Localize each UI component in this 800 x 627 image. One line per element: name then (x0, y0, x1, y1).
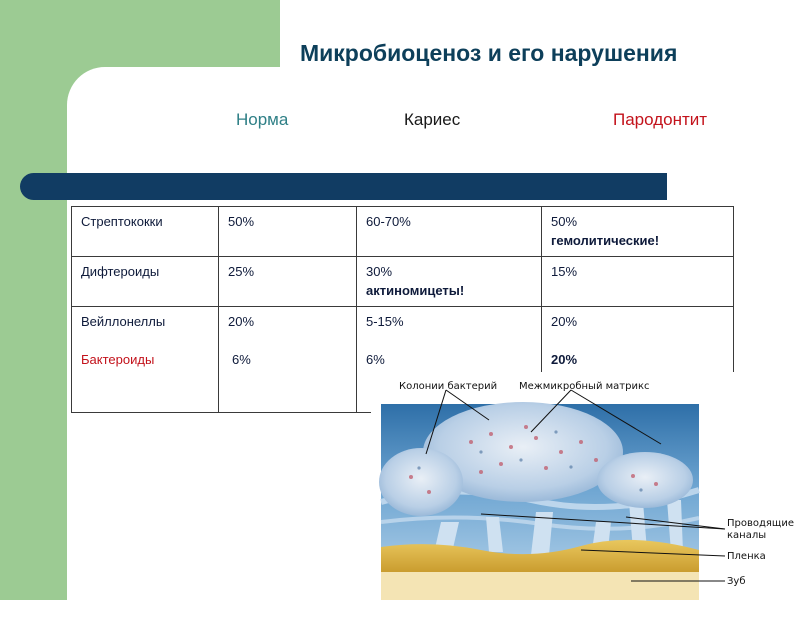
cell-norm: 25% (218, 256, 357, 307)
label-channels-2: каналы (727, 530, 766, 541)
label-matrix: Межмикробный матрикс (519, 381, 650, 392)
bacteria-colony (597, 452, 693, 508)
column-header-caries: Кариес (404, 110, 461, 129)
row-name: Вейллонеллы Бактероиды (71, 306, 219, 413)
biofilm-cross-section (379, 402, 700, 600)
column-header-norm: Норма (236, 110, 289, 129)
biofilm-diagram: Колонии бактерий Межмикробный матрикс Пр… (371, 372, 800, 600)
cell-caries: 30% актиномицеты! (356, 256, 542, 307)
column-header-periodontitis: Пародонтит (613, 110, 708, 129)
cell-note: гемолитические! (551, 233, 660, 248)
bacteria-colony (379, 448, 463, 516)
cell-value: 30% (366, 264, 393, 279)
label-colonies: Колонии бактерий (399, 381, 497, 392)
label-film: Пленка (727, 551, 766, 562)
tooth-surface (381, 572, 699, 600)
cell-periodontitis: 15% (541, 256, 734, 307)
cell-value: 50% (551, 214, 578, 229)
plaque-film (381, 539, 699, 574)
cell-note: актиномицеты! (366, 283, 465, 298)
row-name-primary: Вейллонеллы (81, 314, 166, 329)
cell-value: 20% (551, 314, 578, 329)
row-name-secondary: Бактероиды (81, 352, 155, 367)
row-name: Стрептококки (71, 206, 219, 257)
cell-periodontitis: 50% гемолитические! (541, 206, 734, 257)
table-row: Стрептококки 50% 60-70% 50% гемолитическ… (71, 206, 734, 257)
label-tooth: Зуб (727, 576, 746, 587)
cell-caries: 60-70% (356, 206, 542, 257)
decorative-bar (20, 173, 667, 200)
cell-value-secondary: 6% (232, 352, 251, 367)
label-channels-1: Проводящие (727, 518, 794, 529)
cell-value-secondary: 6% (366, 352, 385, 367)
row-name: Дифтероиды (71, 256, 219, 307)
cell-norm: 50% (218, 206, 357, 257)
slide-title: Микробиоценоз и его нарушения (300, 40, 678, 66)
bacteria-colony (423, 402, 623, 502)
cell-value-secondary: 20% (551, 352, 578, 367)
table-row: Дифтероиды 25% 30% актиномицеты! 15% (71, 256, 734, 307)
cell-value: 5-15% (366, 314, 404, 329)
cell-norm: 20% 6% (218, 306, 357, 413)
cell-value: 20% (228, 314, 255, 329)
